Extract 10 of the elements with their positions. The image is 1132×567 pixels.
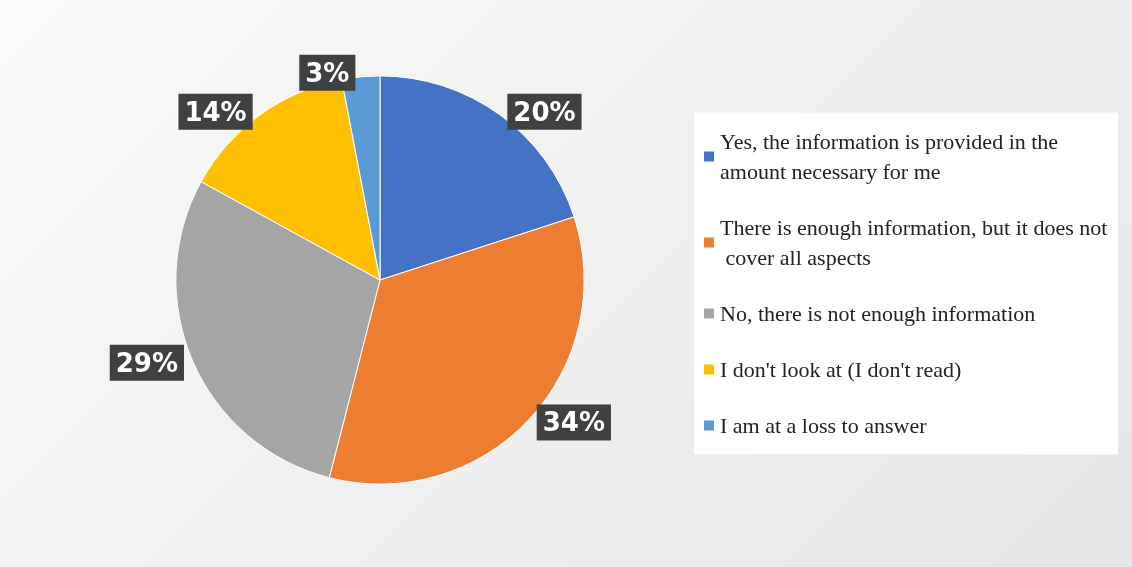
legend-label: I am at a loss to answer bbox=[720, 413, 928, 438]
data-label: 14% bbox=[184, 96, 247, 127]
legend-label: There is enough information, but it does not cover all aspects bbox=[720, 215, 1108, 270]
data-label: 20% bbox=[513, 96, 576, 127]
data-label: 3% bbox=[305, 57, 350, 88]
legend-label: No, there is not enough information bbox=[720, 301, 1036, 326]
legend-label: I don't look at (I don't read) bbox=[720, 357, 962, 382]
legend-label: Yes, the information is provided in the amount necessary for me bbox=[720, 129, 1064, 184]
data-label: 34% bbox=[542, 407, 605, 438]
data-label: 29% bbox=[115, 347, 178, 378]
